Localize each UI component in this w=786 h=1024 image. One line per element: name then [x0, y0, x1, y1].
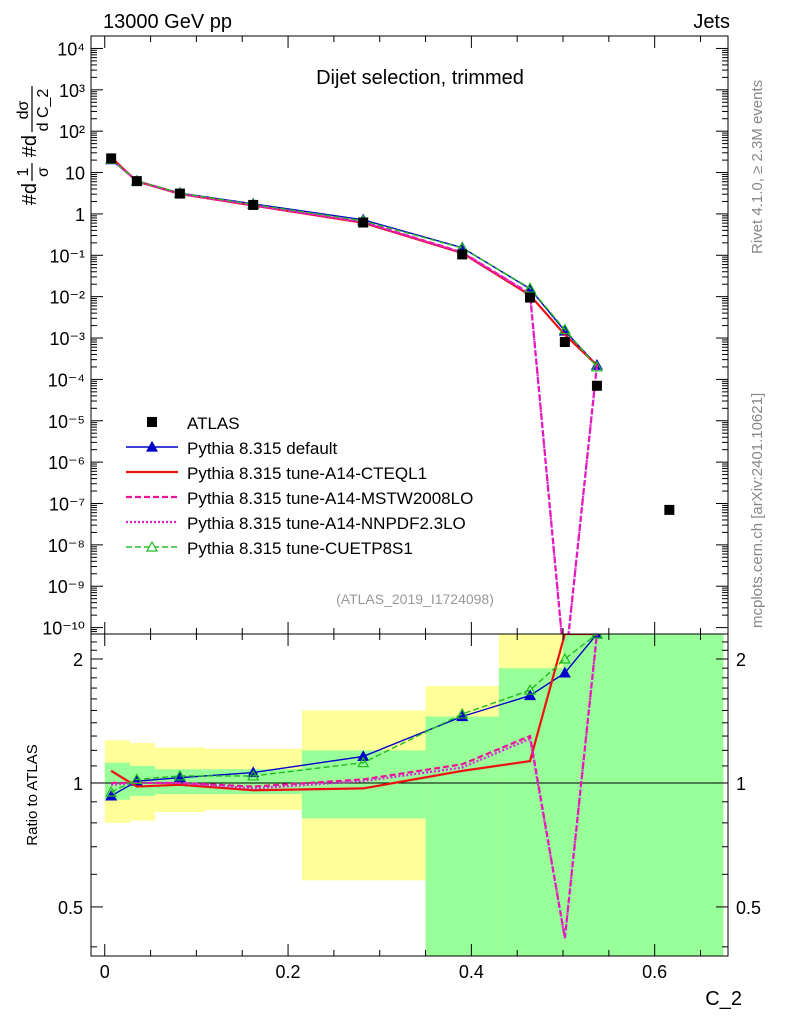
- x-tick-label: 0.2: [276, 962, 301, 982]
- y-tick-label-main: 10⁴: [57, 39, 85, 59]
- atlas-data-point: [174, 188, 185, 199]
- series-marker-ratio-0: [357, 750, 370, 762]
- atlas-data-point: [525, 292, 536, 303]
- legend-label-2: Pythia 8.315 tune-A14-MSTW2008LO: [187, 489, 473, 508]
- atlas-data-point: [248, 199, 259, 210]
- series-line-ratio-3: [111, 634, 599, 939]
- series-marker-ratio-4: [105, 785, 118, 797]
- atlas-data-point: [559, 337, 570, 348]
- atlas-data-point: [664, 504, 675, 515]
- x-tick-label: 0: [100, 962, 110, 982]
- series-marker-ratio-4: [524, 683, 537, 695]
- ratio-panel-series: [105, 634, 603, 939]
- series-marker-main-4: [524, 281, 537, 293]
- y-tick-label-main: 10⁻⁶: [48, 453, 85, 473]
- y-tick-label-main: 10⁻³: [49, 329, 85, 349]
- y-tick-label-main: 10: [65, 164, 85, 184]
- y-tick-label-main: 10⁻⁷: [49, 494, 85, 514]
- series-marker-main-4: [590, 360, 603, 372]
- x-axis-label: C_2: [705, 988, 742, 1010]
- series-marker-ratio-0: [558, 666, 571, 678]
- series-marker-ratio-4: [247, 769, 260, 781]
- y-tick-label-main: 10⁻²: [49, 288, 85, 308]
- atlas-data-point: [591, 380, 602, 391]
- atlas-data-point: [358, 217, 369, 228]
- y-tick-label-ratio-right: 2: [736, 650, 746, 670]
- legend-label-4: Pythia 8.315 tune-CUETP8S1: [187, 539, 413, 558]
- legend-label-0: Pythia 8.315 default: [187, 439, 338, 458]
- legend-marker-4: [145, 540, 159, 552]
- analysis-id-label: (ATLAS_2019_I1724098): [336, 591, 494, 607]
- main-panel-series: [105, 152, 675, 634]
- x-tick-label: 0.4: [459, 962, 484, 982]
- mcplots-reference-label: mcplots.cern.ch [arXiv:2401.10621]: [749, 393, 766, 628]
- atlas-data-point: [131, 176, 142, 187]
- series-marker-ratio-4: [558, 652, 571, 664]
- series-marker-ratio-4: [357, 756, 370, 768]
- series-line-main-1: [110, 156, 598, 367]
- y-tick-label-ratio-right: 1: [736, 774, 746, 794]
- rivet-version-label: Rivet 4.1.0, ≥ 2.3M events: [749, 80, 766, 254]
- series-marker-ratio-0: [524, 689, 537, 701]
- y-tick-label-main: 10²: [59, 122, 85, 142]
- legend-label-atlas: ATLAS: [187, 414, 240, 433]
- ratio-panel-frame: [90, 633, 729, 957]
- ratio-band-inner-5: [425, 716, 499, 956]
- series-marker-ratio-4: [590, 634, 603, 639]
- legend-marker-atlas: [147, 417, 157, 427]
- ylabel-num-1: 1: [15, 167, 32, 176]
- y-tick-label-ratio: 2: [73, 650, 83, 670]
- series-marker-main-4: [558, 323, 571, 335]
- ylabel-prefix-2: #d: [19, 135, 41, 157]
- y-tick-label-main: 1: [75, 205, 85, 225]
- main-y-axis-label: #d 1 σ #d dσ d C_2: [15, 86, 52, 205]
- series-line-ratio-4: [110, 634, 598, 793]
- y-tick-label-main: 10⁻¹: [49, 246, 85, 266]
- chart-title: Dijet selection, trimmed: [316, 67, 524, 89]
- y-tick-label-ratio: 1: [73, 774, 83, 794]
- ylabel-den-1: σ: [35, 167, 52, 177]
- legend-marker-0: [145, 440, 159, 452]
- header-energy-label: 13000 GeV pp: [103, 11, 232, 33]
- y-tick-label-main: 10⁻⁹: [48, 577, 85, 597]
- series-marker-ratio-4: [456, 707, 469, 719]
- ratio-bands-inner: [104, 634, 724, 956]
- ratio-band-inner-6: [498, 668, 564, 956]
- series-marker-ratio-4: [173, 769, 186, 781]
- y-tick-label-main: 10⁻⁴: [48, 370, 85, 390]
- y-tick-label-main: 10⁻¹⁰: [42, 619, 85, 639]
- atlas-data-point: [106, 153, 117, 164]
- ylabel-num-2: dσ: [15, 100, 32, 119]
- ratio-y-axis-label: Ratio to ATLAS: [24, 744, 41, 845]
- ylabel-den-2: d C_2: [35, 89, 52, 132]
- header-jets-label: Jets: [693, 11, 730, 33]
- atlas-data-point: [457, 249, 468, 260]
- series-marker-ratio-4: [130, 773, 143, 785]
- series-marker-ratio-0: [105, 789, 118, 801]
- series-line-ratio-1: [110, 634, 597, 792]
- y-tick-label-main: 10⁻⁸: [48, 536, 85, 556]
- ratio-band-inner-0: [104, 762, 130, 800]
- y-tick-label-ratio-right: 0.5: [736, 898, 761, 918]
- y-tick-label-main: 10⁻⁵: [48, 412, 85, 432]
- legend-label-3: Pythia 8.315 tune-A14-NNPDF2.3LO: [187, 514, 466, 533]
- x-tick-label: 0.6: [642, 962, 667, 982]
- axis-ticks: 0 0.2 0.4 0.6 10⁻¹⁰ 10⁻⁹ 10⁻⁸ 10⁻⁷ 10⁻⁶ 10⁻⁵ 10⁻⁴ 1…: [42, 35, 761, 982]
- legend-label-1: Pythia 8.315 tune-A14-CTEQL1: [187, 464, 427, 483]
- legend: ATLAS Pythia 8.315 default Pythia 8.315 tu…: [126, 414, 473, 558]
- y-tick-label-main: 10³: [59, 81, 85, 101]
- ratio-band-inner-7: [563, 634, 724, 956]
- ylabel-prefix-1: #d: [19, 183, 41, 205]
- y-tick-label-ratio: 0.5: [58, 898, 83, 918]
